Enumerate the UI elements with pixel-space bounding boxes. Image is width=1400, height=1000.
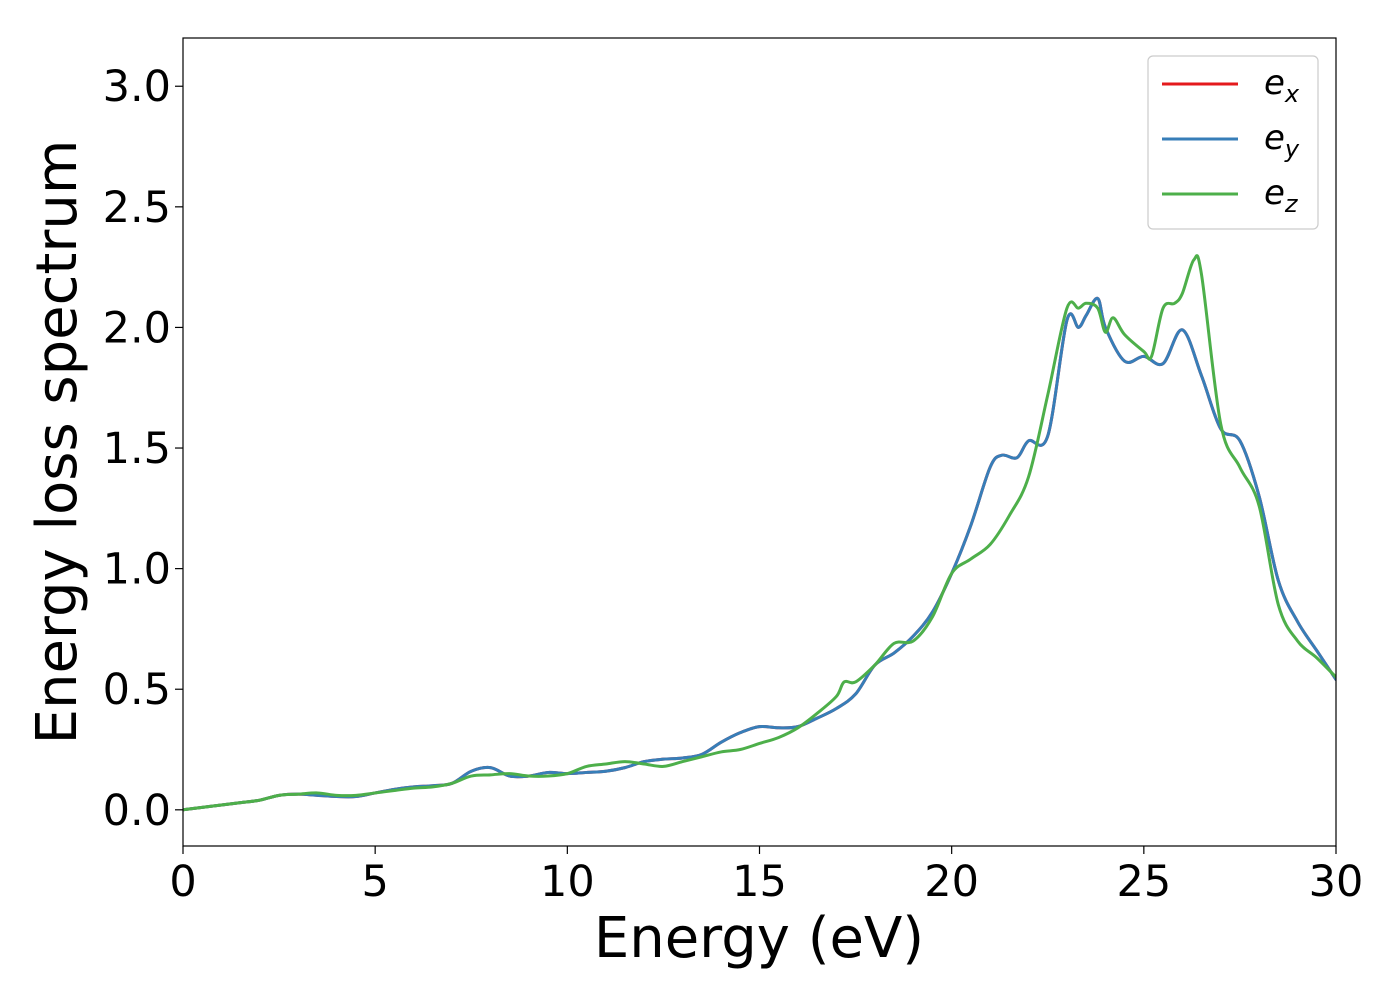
x-tick-label: 0	[169, 857, 196, 907]
x-tick-label: 25	[1116, 857, 1171, 907]
series-line-e-z	[183, 254, 1336, 812]
x-axis-label: Energy (eV)	[594, 906, 924, 971]
y-axis-label: Energy loss spectrum	[25, 140, 90, 745]
y-tick-label: 2.5	[103, 183, 171, 233]
legend-label-e-z: ez	[1264, 173, 1299, 218]
x-tick-label: 15	[732, 857, 787, 907]
legend-label-e-y: ey	[1264, 118, 1300, 163]
y-tick-label: 3.0	[103, 62, 171, 112]
legend-frame	[1147, 55, 1319, 230]
y-axis: 0.0 0.5 1.0 1.5 2.0 2.5 3.0	[103, 62, 183, 836]
y-tick-label: 1.0	[103, 545, 171, 595]
legend: ex ey ez	[1147, 55, 1319, 230]
x-tick-label: 30	[1309, 857, 1364, 907]
y-tick-label: 0.0	[103, 786, 171, 836]
x-tick-label: 5	[361, 857, 388, 907]
y-tick-label: 2.0	[103, 303, 171, 353]
series-layer	[183, 254, 1336, 812]
x-axis: 0 5 10 15 20 25 30	[169, 846, 1363, 907]
plot-area	[183, 38, 1336, 846]
legend-label-e-x: ex	[1264, 63, 1300, 108]
y-tick-label: 0.5	[103, 665, 171, 715]
y-tick-label: 1.5	[103, 424, 171, 474]
x-tick-label: 20	[924, 857, 979, 907]
x-tick-label: 10	[540, 857, 595, 907]
